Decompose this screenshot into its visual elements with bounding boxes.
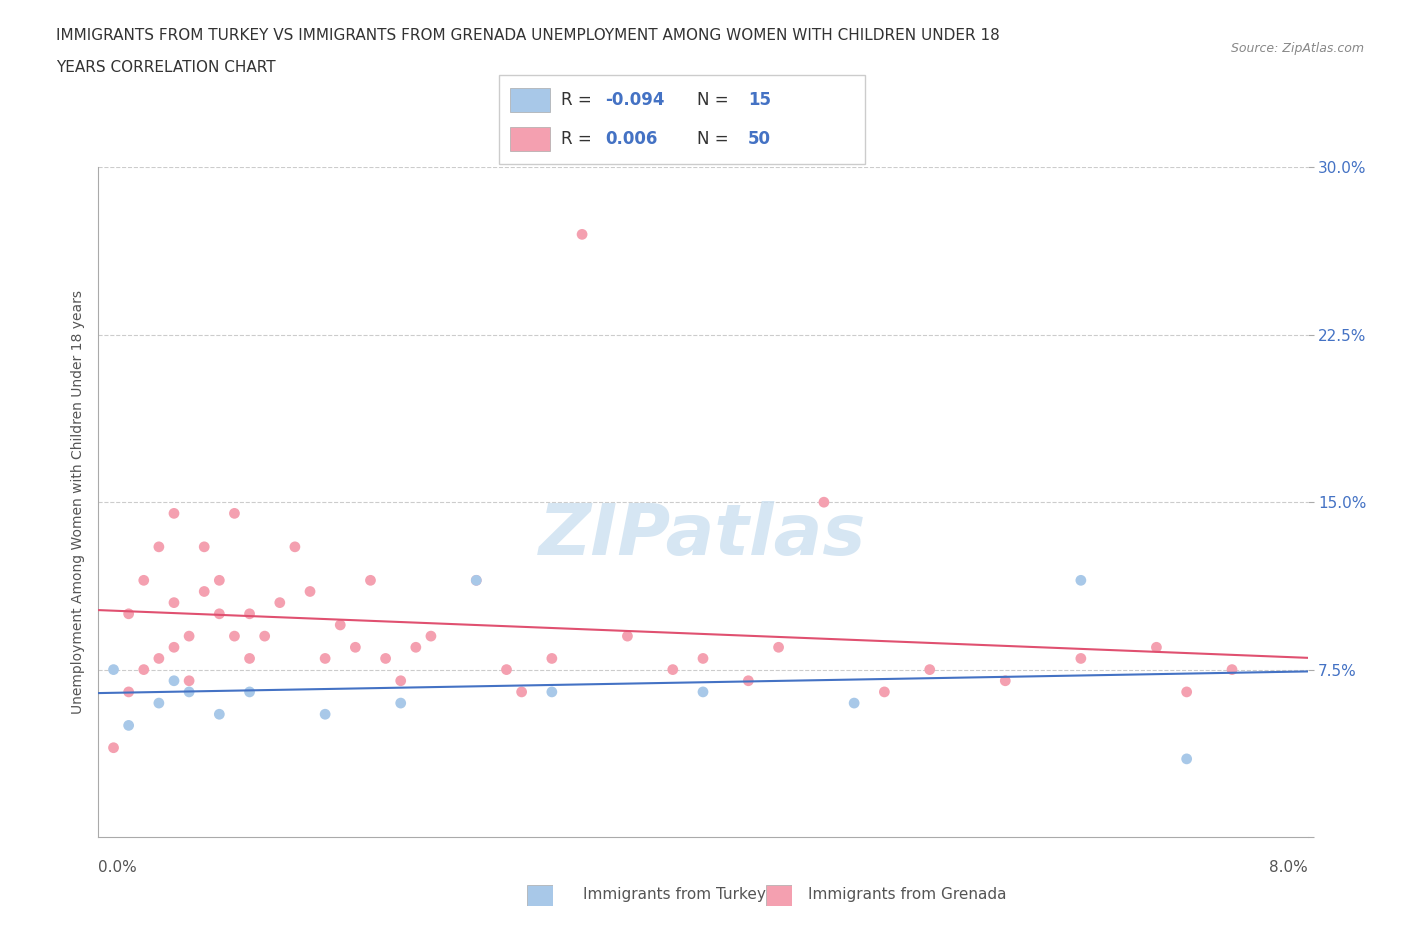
Point <box>163 506 186 521</box>
Point <box>132 662 155 677</box>
Point <box>208 707 231 722</box>
Point <box>616 629 638 644</box>
Text: N =: N = <box>696 91 734 109</box>
Point <box>329 618 352 632</box>
Point <box>768 640 790 655</box>
Point <box>314 651 336 666</box>
Text: IMMIGRANTS FROM TURKEY VS IMMIGRANTS FROM GRENADA UNEMPLOYMENT AMONG WOMEN WITH : IMMIGRANTS FROM TURKEY VS IMMIGRANTS FRO… <box>56 28 1000 43</box>
Y-axis label: Unemployment Among Women with Children Under 18 years: Unemployment Among Women with Children U… <box>70 290 84 714</box>
Point <box>1144 640 1167 655</box>
Text: YEARS CORRELATION CHART: YEARS CORRELATION CHART <box>56 60 276 75</box>
Point <box>540 684 562 699</box>
Point <box>1220 662 1243 677</box>
Point <box>163 595 186 610</box>
Text: ZIPatlas: ZIPatlas <box>540 501 866 570</box>
Point <box>179 673 201 688</box>
Point <box>163 673 186 688</box>
Point <box>193 539 215 554</box>
Point <box>692 651 714 666</box>
Point <box>224 629 246 644</box>
Point <box>918 662 941 677</box>
Text: N =: N = <box>696 130 734 148</box>
Point <box>737 673 759 688</box>
Point <box>118 606 141 621</box>
Point <box>118 718 141 733</box>
Point <box>495 662 517 677</box>
Point <box>179 684 201 699</box>
Text: R =: R = <box>561 91 598 109</box>
Point <box>540 651 562 666</box>
Point <box>1070 573 1092 588</box>
Point <box>193 584 215 599</box>
Point <box>284 539 307 554</box>
Point <box>253 629 276 644</box>
Point <box>1070 651 1092 666</box>
Point <box>118 684 141 699</box>
Text: 8.0%: 8.0% <box>1268 860 1308 875</box>
Point <box>1175 684 1198 699</box>
Point <box>465 573 488 588</box>
Text: Source: ZipAtlas.com: Source: ZipAtlas.com <box>1230 42 1364 55</box>
Point <box>1175 751 1198 766</box>
Point <box>148 696 170 711</box>
Text: 15: 15 <box>748 91 770 109</box>
Point <box>994 673 1017 688</box>
Text: 0.006: 0.006 <box>605 130 658 148</box>
Point <box>103 662 125 677</box>
Point <box>208 573 231 588</box>
Text: R =: R = <box>561 130 598 148</box>
Point <box>208 606 231 621</box>
Point <box>344 640 367 655</box>
Point <box>405 640 427 655</box>
Bar <box>510 126 550 152</box>
Point <box>224 506 246 521</box>
Bar <box>510 87 550 113</box>
Point <box>103 740 125 755</box>
Point <box>873 684 896 699</box>
Point <box>163 640 186 655</box>
Point <box>269 595 291 610</box>
Point <box>692 684 714 699</box>
Point <box>813 495 835 510</box>
Text: -0.094: -0.094 <box>605 91 665 109</box>
Text: Immigrants from Turkey: Immigrants from Turkey <box>583 887 766 902</box>
Point <box>239 684 262 699</box>
Point <box>844 696 866 711</box>
Text: Immigrants from Grenada: Immigrants from Grenada <box>808 887 1007 902</box>
Point <box>132 573 155 588</box>
Point <box>299 584 322 599</box>
Point <box>314 707 336 722</box>
Point <box>510 684 533 699</box>
Point <box>179 629 201 644</box>
Point <box>661 662 683 677</box>
Text: 50: 50 <box>748 130 770 148</box>
FancyBboxPatch shape <box>499 75 865 164</box>
Point <box>465 573 488 588</box>
Point <box>571 227 593 242</box>
Point <box>374 651 396 666</box>
Point <box>419 629 441 644</box>
Point <box>239 606 262 621</box>
Text: 0.0%: 0.0% <box>98 860 138 875</box>
Point <box>389 696 412 711</box>
Point <box>389 673 412 688</box>
Point <box>148 651 170 666</box>
Point <box>359 573 381 588</box>
Point <box>239 651 262 666</box>
Point <box>148 539 170 554</box>
